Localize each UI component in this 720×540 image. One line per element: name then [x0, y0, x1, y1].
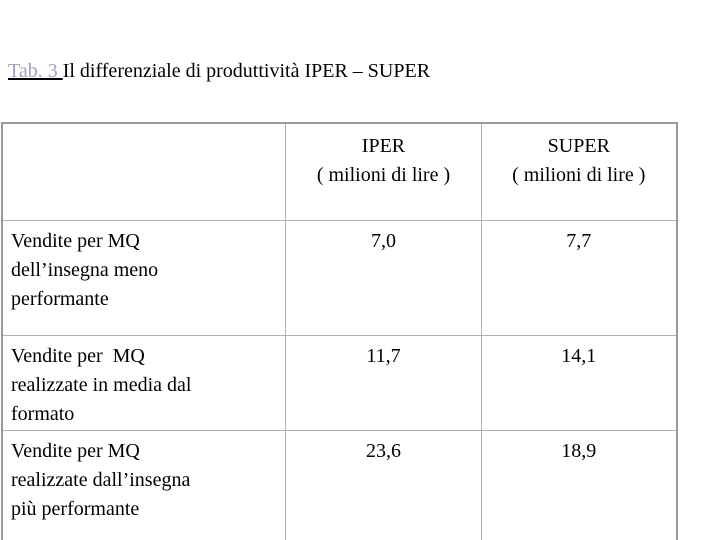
- header-super-unit: ( milioni di lire ): [512, 164, 646, 186]
- header-cell-iper: IPER ( milioni di lire ): [285, 122, 482, 221]
- iper-value: 23,6: [285, 430, 482, 540]
- iper-value: 7,0: [285, 220, 482, 336]
- empty-corner-cell: [1, 122, 287, 221]
- header-cell-super: SUPER ( milioni di lire ): [480, 122, 678, 221]
- productivity-table: IPER ( milioni di lire ) SUPER ( milioni…: [1, 122, 678, 540]
- header-iper-unit: ( milioni di lire ): [316, 164, 451, 186]
- row-label-line: Vendite per MQ: [11, 440, 140, 462]
- row-label-line: Vendite per MQ: [11, 230, 140, 252]
- row-label: Vendite per MQ realizzate dall’insegna p…: [1, 430, 287, 540]
- table-row: Vendite per MQ realizzate in media dal f…: [1, 335, 678, 431]
- row-label-line: Vendite per MQ: [11, 345, 145, 367]
- header-iper-name: IPER: [361, 135, 406, 157]
- row-label-line: più performante: [11, 498, 140, 520]
- super-value: 18,9: [480, 430, 678, 540]
- table-row: Vendite per MQ dell’insegna meno perform…: [1, 220, 678, 336]
- table-number: Tab. 3: [8, 60, 63, 82]
- row-label: Vendite per MQ dell’insegna meno perform…: [1, 220, 287, 336]
- super-value: 14,1: [480, 335, 678, 431]
- row-label: Vendite per MQ realizzate in media dal f…: [1, 335, 287, 431]
- row-label-line: dell’insegna meno: [11, 259, 159, 281]
- row-label-line: realizzate dall’insegna: [11, 469, 191, 491]
- row-label-line: realizzate in media dal: [11, 374, 192, 396]
- iper-value: 11,7: [285, 335, 482, 431]
- table-title: Il differenziale di produttività IPER – …: [62, 60, 431, 82]
- header-super-name: SUPER: [547, 135, 610, 157]
- row-label-line: formato: [11, 403, 75, 425]
- table-row: Vendite per MQ realizzate dall’insegna p…: [1, 430, 678, 540]
- header-row: IPER ( milioni di lire ) SUPER ( milioni…: [1, 122, 678, 221]
- row-label-line: performante: [11, 288, 109, 310]
- table-caption: Tab. 3 Il differenziale di produttività …: [8, 58, 430, 84]
- super-value: 7,7: [480, 220, 678, 336]
